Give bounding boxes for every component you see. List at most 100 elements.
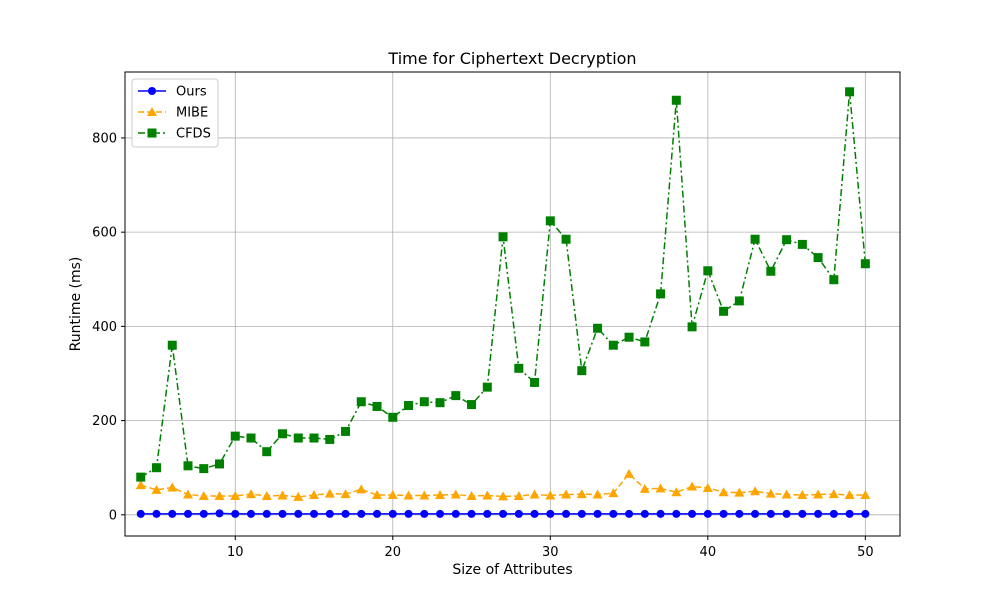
data-point-mibe: [860, 490, 871, 500]
chart-title: Time for Ciphertext Decryption: [387, 49, 636, 68]
data-point-cfds: [860, 259, 870, 269]
data-point-cfds: [829, 275, 839, 285]
data-point-mibe: [387, 490, 398, 500]
data-point-cfds: [624, 332, 634, 342]
data-point-cfds: [183, 461, 193, 471]
legend: Ours MIBE CFDS: [131, 78, 219, 148]
data-point-ours: [625, 509, 634, 518]
data-point-cfds: [404, 401, 414, 411]
data-point-mibe: [482, 490, 493, 500]
data-point-cfds: [766, 266, 776, 276]
data-point-cfds: [813, 253, 823, 263]
x-tick-label: 30: [542, 545, 559, 560]
data-point-ours: [672, 509, 681, 518]
data-point-ours: [499, 509, 508, 518]
legend-marker-cfds: [147, 128, 157, 138]
y-axis-label: Runtime (ms): [68, 257, 84, 352]
data-point-ours: [325, 509, 334, 518]
data-point-mibe: [246, 489, 257, 499]
data-point-ours: [798, 509, 807, 518]
data-point-ours: [766, 509, 775, 518]
data-point-mibe: [324, 488, 335, 498]
data-point-mibe: [135, 480, 146, 490]
data-point-mibe: [340, 489, 351, 499]
data-point-ours: [861, 509, 870, 518]
data-point-cfds: [750, 234, 760, 244]
y-tick-label: 400: [92, 320, 117, 335]
data-point-ours: [294, 509, 303, 518]
data-point-ours: [609, 509, 618, 518]
data-point-mibe: [498, 491, 509, 501]
series-mibe: [135, 468, 871, 501]
data-point-cfds: [782, 235, 792, 245]
data-point-ours: [735, 509, 744, 518]
legend-label-cfds: CFDS: [176, 127, 211, 142]
data-point-mibe: [765, 488, 776, 498]
data-point-ours: [829, 509, 838, 518]
data-point-ours: [262, 509, 271, 518]
data-point-mibe: [671, 487, 682, 497]
data-point-ours: [514, 509, 523, 518]
data-point-mibe: [529, 489, 540, 499]
data-point-cfds: [687, 322, 697, 332]
data-point-mibe: [576, 489, 587, 499]
data-point-mibe: [309, 490, 320, 500]
data-point-cfds: [703, 266, 713, 276]
x-tick-label: 20: [385, 545, 402, 560]
data-point-mibe: [167, 482, 178, 492]
data-point-cfds: [309, 433, 319, 443]
data-point-mibe: [561, 489, 572, 499]
data-point-mibe: [214, 490, 225, 500]
series-ours: [136, 509, 870, 518]
data-point-mibe: [750, 486, 761, 496]
data-point-mibe: [435, 490, 446, 500]
data-point-ours: [782, 509, 791, 518]
y-tick-label: 200: [92, 414, 117, 429]
data-point-cfds: [577, 366, 587, 376]
data-point-cfds: [419, 397, 429, 407]
data-point-ours: [231, 509, 240, 518]
data-point-mibe: [198, 490, 209, 500]
data-point-ours: [310, 509, 319, 518]
data-point-cfds: [514, 363, 524, 373]
data-point-ours: [404, 509, 413, 518]
data-point-cfds: [388, 412, 398, 422]
series-line-mibe: [140, 472, 866, 498]
x-axis-label: Size of Attributes: [452, 562, 572, 578]
data-point-cfds: [451, 391, 461, 401]
data-point-ours: [562, 509, 571, 518]
data-point-cfds: [467, 400, 477, 410]
data-point-ours: [483, 509, 492, 518]
data-point-cfds: [152, 463, 162, 473]
data-point-mibe: [230, 490, 241, 500]
y-tick-label: 0: [109, 508, 117, 523]
data-point-cfds: [167, 340, 177, 350]
data-point-ours: [168, 509, 177, 518]
data-point-mibe: [655, 483, 666, 493]
data-point-cfds: [230, 431, 240, 441]
data-point-mibe: [797, 490, 808, 500]
data-point-ours: [357, 509, 366, 518]
data-point-mibe: [419, 490, 430, 500]
series-layer: [135, 87, 871, 518]
series-cfds: [136, 87, 870, 482]
data-point-mibe: [151, 484, 162, 494]
data-point-ours: [546, 509, 555, 518]
data-point-ours: [215, 509, 224, 518]
data-point-cfds: [482, 382, 492, 392]
data-point-ours: [420, 509, 429, 518]
data-point-ours: [593, 509, 602, 518]
data-point-cfds: [325, 434, 335, 444]
data-point-ours: [436, 509, 445, 518]
data-point-cfds: [608, 340, 618, 350]
data-point-mibe: [277, 490, 288, 500]
y-tick-label: 800: [92, 131, 117, 146]
data-point-mibe: [466, 490, 477, 500]
data-point-mibe: [639, 483, 650, 493]
legend-marker-ours: [148, 87, 156, 95]
data-point-mibe: [545, 490, 556, 500]
data-point-cfds: [278, 429, 288, 439]
data-point-cfds: [435, 398, 445, 408]
data-point-cfds: [719, 306, 729, 316]
